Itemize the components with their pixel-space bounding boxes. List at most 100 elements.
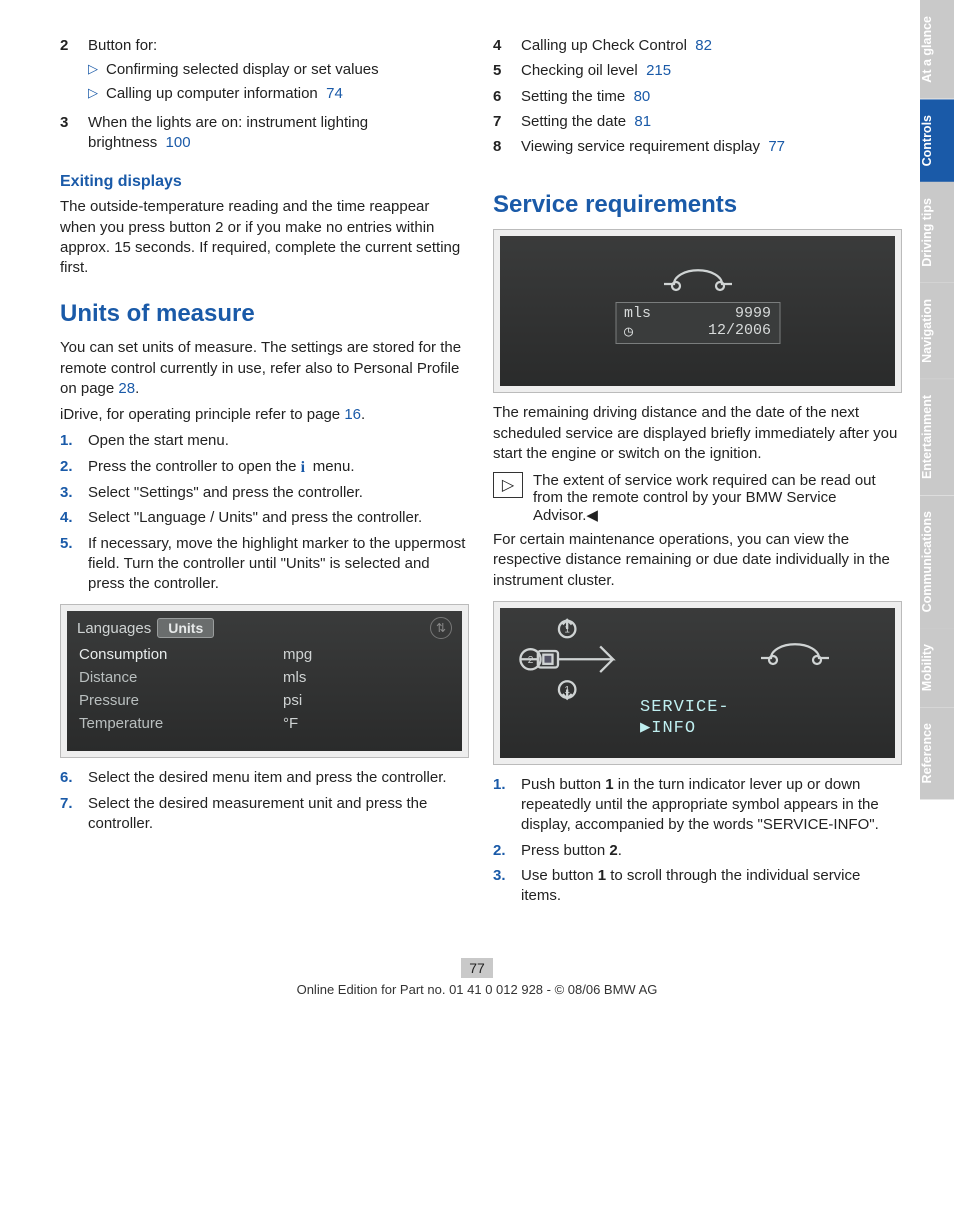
side-tab-controls[interactable]: Controls bbox=[920, 99, 954, 182]
side-tab-at-a-glance[interactable]: At a glance bbox=[920, 0, 954, 99]
mls-date: 12/2006 bbox=[708, 322, 771, 341]
side-tab-communications[interactable]: Communications bbox=[920, 495, 954, 628]
page: 2Button for: Confirming selected display… bbox=[0, 0, 954, 932]
info-icon: i bbox=[301, 457, 309, 479]
unit-key: Consumption bbox=[79, 646, 283, 663]
side-tab-entertainment[interactable]: Entertainment bbox=[920, 379, 954, 495]
car-icon bbox=[658, 266, 738, 294]
note-icon: ▷ bbox=[493, 472, 523, 498]
list-item: 6.Select the desired menu item and press… bbox=[60, 768, 469, 788]
svg-text:2: 2 bbox=[528, 655, 534, 666]
unit-row: Distancemls bbox=[67, 666, 462, 689]
list-number: 2. bbox=[60, 457, 78, 479]
list-body: Select the desired measurement unit and … bbox=[88, 794, 469, 835]
mls-value: 9999 bbox=[735, 305, 771, 322]
list-item: 4.Select "Language / Units" and press th… bbox=[60, 508, 469, 528]
page-ref-16[interactable]: 16 bbox=[344, 406, 361, 423]
mls-label: mls bbox=[624, 305, 651, 322]
list-body: Setting the date 81 bbox=[521, 112, 902, 132]
list-item: 2Button for: Confirming selected display… bbox=[60, 36, 469, 108]
unit-key: Pressure bbox=[79, 692, 283, 709]
list-body: Viewing service requirement display 77 bbox=[521, 137, 902, 157]
list-number: 4 bbox=[493, 36, 511, 56]
play-icon: ▶ bbox=[640, 719, 651, 738]
list-number: 8 bbox=[493, 137, 511, 157]
left-column: 2Button for: Confirming selected display… bbox=[60, 30, 469, 912]
note-text: The extent of service work required can … bbox=[533, 472, 902, 524]
unit-key: Temperature bbox=[79, 715, 283, 732]
units-paragraph-2: iDrive, for operating principle refer to… bbox=[60, 405, 469, 425]
units-screen-inner: Languages Units ⇅ ConsumptionmpgDistance… bbox=[67, 611, 462, 751]
page-ref-28[interactable]: 28 bbox=[118, 380, 135, 397]
units-steps-list: 1. Open the start menu. 2. Press the contro… bbox=[60, 431, 469, 594]
service-info-inner: 1 1 2 bbox=[500, 608, 895, 758]
list-body: Open the start menu. bbox=[88, 431, 469, 451]
mileage-inner: mls 9999 ◷ 12/2006 bbox=[500, 236, 895, 386]
list-item: 2. Press the controller to open the i men… bbox=[60, 457, 469, 479]
units-settings-screenshot: Languages Units ⇅ ConsumptionmpgDistance… bbox=[60, 604, 469, 758]
list-item: 3.Select "Settings" and press the contro… bbox=[60, 483, 469, 503]
list-item: 4Calling up Check Control 82 bbox=[493, 36, 902, 56]
sub-item: Confirming selected display or set value… bbox=[88, 60, 469, 80]
right-column: 4Calling up Check Control 825Checking oi… bbox=[493, 30, 902, 912]
svg-text:1: 1 bbox=[564, 624, 570, 635]
page-ref[interactable]: 80 bbox=[634, 88, 651, 105]
page-footer: 77 Online Edition for Part no. 01 41 0 0… bbox=[0, 958, 954, 1009]
page-ref[interactable]: 100 bbox=[166, 134, 191, 151]
right-top-list: 4Calling up Check Control 825Checking oi… bbox=[493, 36, 902, 157]
page-number: 77 bbox=[461, 958, 493, 978]
srv-line2-text: INFO bbox=[651, 719, 696, 738]
page-ref[interactable]: 74 bbox=[326, 85, 343, 102]
service-steps-list: 1.Push button 1 in the turn indicator le… bbox=[493, 775, 902, 907]
unit-value: °F bbox=[283, 715, 298, 732]
car-icon-2 bbox=[755, 640, 835, 668]
unit-value: psi bbox=[283, 692, 302, 709]
units-heading: Units of measure bbox=[60, 300, 469, 328]
list-body: Push button 1 in the turn indicator leve… bbox=[521, 775, 902, 836]
left-top-list: 2Button for: Confirming selected display… bbox=[60, 36, 469, 153]
page-ref[interactable]: 215 bbox=[646, 62, 671, 79]
side-tab-navigation[interactable]: Navigation bbox=[920, 283, 954, 379]
list-item: 6Setting the time 80 bbox=[493, 87, 902, 107]
page-ref[interactable]: 82 bbox=[695, 37, 712, 54]
srv-line1: SERVICE- bbox=[640, 698, 730, 717]
exiting-heading: Exiting displays bbox=[60, 173, 469, 191]
list-body: Select "Settings" and press the controll… bbox=[88, 483, 469, 503]
list-body: Press the controller to open the i menu. bbox=[88, 457, 469, 479]
content-area: 2Button for: Confirming selected display… bbox=[0, 0, 920, 932]
exiting-paragraph: The outside-temperature reading and the … bbox=[60, 197, 469, 278]
clock-icon: ◷ bbox=[624, 322, 633, 341]
page-ref[interactable]: 81 bbox=[634, 113, 651, 130]
advisor-note: ▷ The extent of service work required ca… bbox=[493, 472, 902, 524]
side-tabs: At a glanceControlsDriving tipsNavigatio… bbox=[920, 0, 954, 932]
list-item: 1. Open the start menu. bbox=[60, 431, 469, 451]
list-number: 1. bbox=[60, 431, 78, 451]
units-paragraph-1: You can set units of measure. The settin… bbox=[60, 338, 469, 399]
service-heading: Service requirements bbox=[493, 191, 902, 219]
list-item: 7.Select the desired measurement unit an… bbox=[60, 794, 469, 835]
list-body: If necessary, move the highlight marker … bbox=[88, 534, 469, 595]
page-ref[interactable]: 77 bbox=[768, 138, 785, 155]
unit-rows: ConsumptionmpgDistancemlsPressurepsiTemp… bbox=[67, 643, 462, 735]
list-number: 4. bbox=[60, 508, 78, 528]
list-body: When the lights are on: instrument light… bbox=[88, 113, 469, 154]
list-number: 3. bbox=[493, 866, 511, 907]
list-number: 7. bbox=[60, 794, 78, 835]
service-paragraph-1: The remaining driving distance and the d… bbox=[493, 403, 902, 464]
scroll-icon: ⇅ bbox=[430, 617, 452, 639]
sub-list: Confirming selected display or set value… bbox=[88, 60, 469, 104]
list-body: Use button 1 to scroll through the indiv… bbox=[521, 866, 902, 907]
list-number: 3 bbox=[60, 113, 78, 154]
list-number: 6. bbox=[60, 768, 78, 788]
unit-key: Distance bbox=[79, 669, 283, 686]
footer-line: Online Edition for Part no. 01 41 0 012 … bbox=[297, 982, 658, 997]
unit-row: Pressurepsi bbox=[67, 689, 462, 712]
side-tab-driving-tips[interactable]: Driving tips bbox=[920, 182, 954, 283]
side-tab-reference[interactable]: Reference bbox=[920, 707, 954, 799]
unit-row: Temperature°F bbox=[67, 712, 462, 735]
list-item: 8 Viewing service requirement display 77 bbox=[493, 137, 902, 157]
side-tab-mobility[interactable]: Mobility bbox=[920, 628, 954, 707]
units-steps-list-2: 6.Select the desired menu item and press… bbox=[60, 768, 469, 834]
list-item: 2.Press button 2. bbox=[493, 841, 902, 861]
service-info-screenshot: 1 1 2 bbox=[493, 601, 902, 765]
